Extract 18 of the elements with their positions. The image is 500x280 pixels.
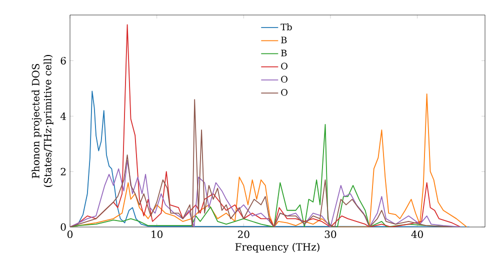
legend-label: O xyxy=(281,88,288,96)
y-tick-label: 0 xyxy=(60,223,66,231)
line-series xyxy=(70,160,462,227)
x-tick-label: 30 xyxy=(324,230,336,238)
legend-label: O xyxy=(281,62,288,70)
y-tick-label: 4 xyxy=(60,112,66,120)
x-tick-label: 0 xyxy=(67,230,73,238)
legend-label: Tb xyxy=(280,23,292,30)
y-tick-label: 2 xyxy=(60,168,66,176)
x-tick-label: 40 xyxy=(411,230,423,238)
x-axis-title: Frequency (THz) xyxy=(235,242,320,253)
x-tick-label: 10 xyxy=(152,230,163,238)
x-tick-label: 20 xyxy=(238,230,250,238)
legend-label: B xyxy=(281,36,287,44)
y-axis-title: Phonon projected DOS (States/THz·primitive cell) xyxy=(32,55,54,187)
legend-label: O xyxy=(281,76,288,83)
legend-label: B xyxy=(281,50,287,56)
y-tick-label: 6 xyxy=(60,56,66,64)
